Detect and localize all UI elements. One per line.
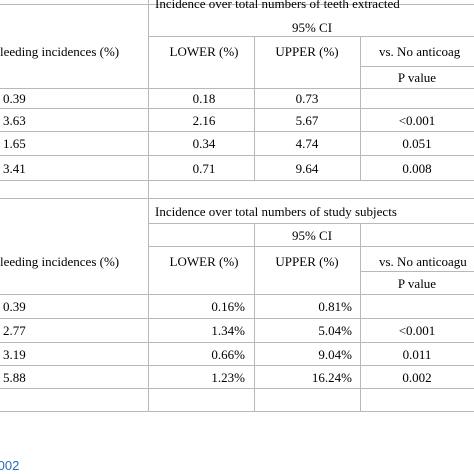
table2-row4-p: 0.002 <box>402 370 432 385</box>
table2-row3-lower: 0.66% <box>211 347 245 362</box>
table1-p-label: P value <box>397 70 437 85</box>
table1-row4-bleed: 3.41 <box>3 161 26 176</box>
table2-upper-header: UPPER (%) <box>275 254 339 269</box>
column-divider-2b <box>254 223 255 411</box>
table1-row2-lower: 2.16 <box>192 113 216 128</box>
table1-row4-lower: 0.71 <box>192 161 216 176</box>
table1-row-rule-1 <box>0 108 474 109</box>
table2-group-title: Incidence over total numbers of study su… <box>155 204 397 219</box>
table2-top-rule <box>0 198 474 199</box>
table1-row2-p: <0.001 <box>398 113 436 128</box>
table2-row-rule-1 <box>0 318 474 319</box>
table2-row3-p: 0.011 <box>402 347 432 362</box>
table1-row1-bleed: 0.39 <box>3 91 26 106</box>
table2-row2-p: <0.001 <box>398 323 436 338</box>
table2-row-rule-0 <box>0 294 474 295</box>
table1-bleed-header: leeding incidences (%) <box>0 44 120 59</box>
table1-pvalue-rule <box>0 88 474 89</box>
table1-top-rule <box>0 4 474 5</box>
table2-row2-upper: 5.04% <box>318 323 352 338</box>
table2-row-rule-2 <box>0 342 474 343</box>
table1-vs-header: vs. No anticoag <box>379 44 461 59</box>
table1-row2-bleed: 3.63 <box>3 113 26 128</box>
table1-group-title: Incidence over total numbers of teeth ex… <box>155 0 400 11</box>
table1-lower-header: LOWER (%) <box>169 44 239 59</box>
table1-row-rule-2 <box>0 131 474 132</box>
table1-row3-lower: 0.34 <box>192 136 216 151</box>
table2-row-rule-3 <box>0 365 474 366</box>
table-doi-link[interactable]: t002 <box>0 458 20 473</box>
column-divider-2 <box>254 36 255 180</box>
table1-row2-upper: 5.67 <box>295 113 319 128</box>
table2-row1-upper: 0.81% <box>318 299 352 314</box>
table2-row3-upper: 9.04% <box>318 347 352 362</box>
table1-bottom-rule <box>0 180 474 181</box>
table1-row4-p: 0.008 <box>402 161 432 176</box>
table2-row4-upper: 16.24% <box>311 370 352 385</box>
table2-header-rule <box>148 246 474 247</box>
table2-row1-bleed: 0.39 <box>3 299 26 314</box>
table1-row3-p: 0.051 <box>402 136 432 151</box>
column-divider-3 <box>360 36 361 180</box>
table1-row-rule-3 <box>0 155 474 156</box>
table2-pvalue-rule <box>360 271 474 272</box>
table2-bleed-header: leeding incidences (%) <box>0 254 120 269</box>
table1-upper-header: UPPER (%) <box>275 44 339 59</box>
table2-bottom-rule <box>0 411 474 412</box>
table2-p-label: P value <box>397 276 437 291</box>
table2-row-rule-4 <box>0 388 474 389</box>
table2-row1-lower: 0.16% <box>211 299 245 314</box>
column-divider-3b <box>360 223 361 411</box>
table2-ci-label: 95% CI <box>291 228 333 243</box>
table1-row3-bleed: 1.65 <box>3 136 26 151</box>
table1-row3-upper: 4.74 <box>295 136 319 151</box>
table1-row4-upper: 9.64 <box>295 161 319 176</box>
table1-ci-rule <box>148 36 474 37</box>
table2-ci-rule <box>148 223 474 224</box>
table2-vs-header: vs. No anticoagu <box>379 254 467 269</box>
table2-row3-bleed: 3.19 <box>3 347 26 362</box>
column-divider-1 <box>148 0 149 411</box>
table2-row4-bleed: 5.88 <box>3 370 26 385</box>
table2-row2-bleed: 2.77 <box>3 323 26 338</box>
table2-row4-lower: 1.23% <box>211 370 245 385</box>
table1-ci-label: 95% CI <box>291 20 333 35</box>
table2-lower-header: LOWER (%) <box>169 254 239 269</box>
table1-header-rule <box>360 66 474 67</box>
table2-row2-lower: 1.34% <box>211 323 245 338</box>
table1-row1-lower: 0.18 <box>192 91 216 106</box>
table1-row1-upper: 0.73 <box>295 91 319 106</box>
